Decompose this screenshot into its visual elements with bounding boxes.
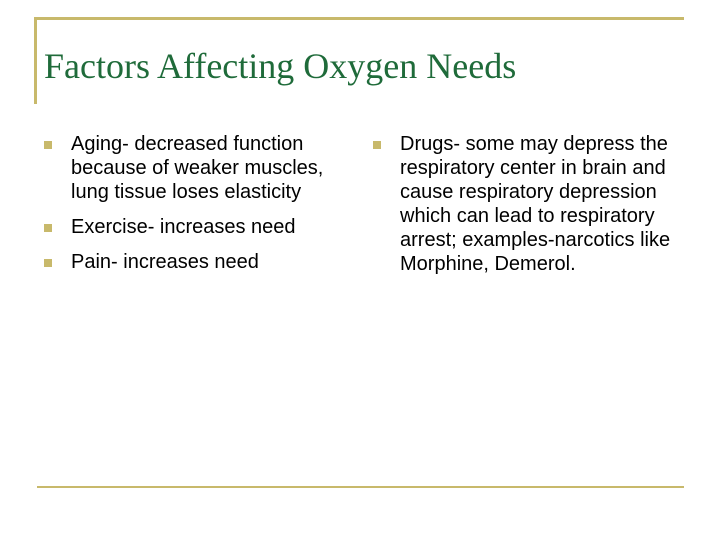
list-item-text: Exercise- increases need <box>71 216 296 238</box>
frame-top-line <box>34 17 684 20</box>
list-item: Pain- increases need <box>44 250 344 274</box>
right-bullet-list: Drugs- some may depress the respiratory … <box>373 132 683 287</box>
list-item-text: Drugs- some may depress the respiratory … <box>400 133 671 275</box>
square-bullet-icon <box>44 224 52 232</box>
list-item-text: Aging- decreased function because of wea… <box>71 133 324 203</box>
frame-left-line <box>34 17 37 104</box>
list-item-text: Pain- increases need <box>71 251 259 273</box>
left-bullet-list: Aging- decreased function because of wea… <box>44 132 344 285</box>
square-bullet-icon <box>44 259 52 267</box>
list-item: Exercise- increases need <box>44 215 344 239</box>
slide-title: Factors Affecting Oxygen Needs <box>44 46 517 86</box>
list-item: Aging- decreased function because of wea… <box>44 132 344 204</box>
footer-divider <box>37 486 684 488</box>
list-item: Drugs- some may depress the respiratory … <box>373 132 683 276</box>
square-bullet-icon <box>373 141 381 149</box>
square-bullet-icon <box>44 141 52 149</box>
